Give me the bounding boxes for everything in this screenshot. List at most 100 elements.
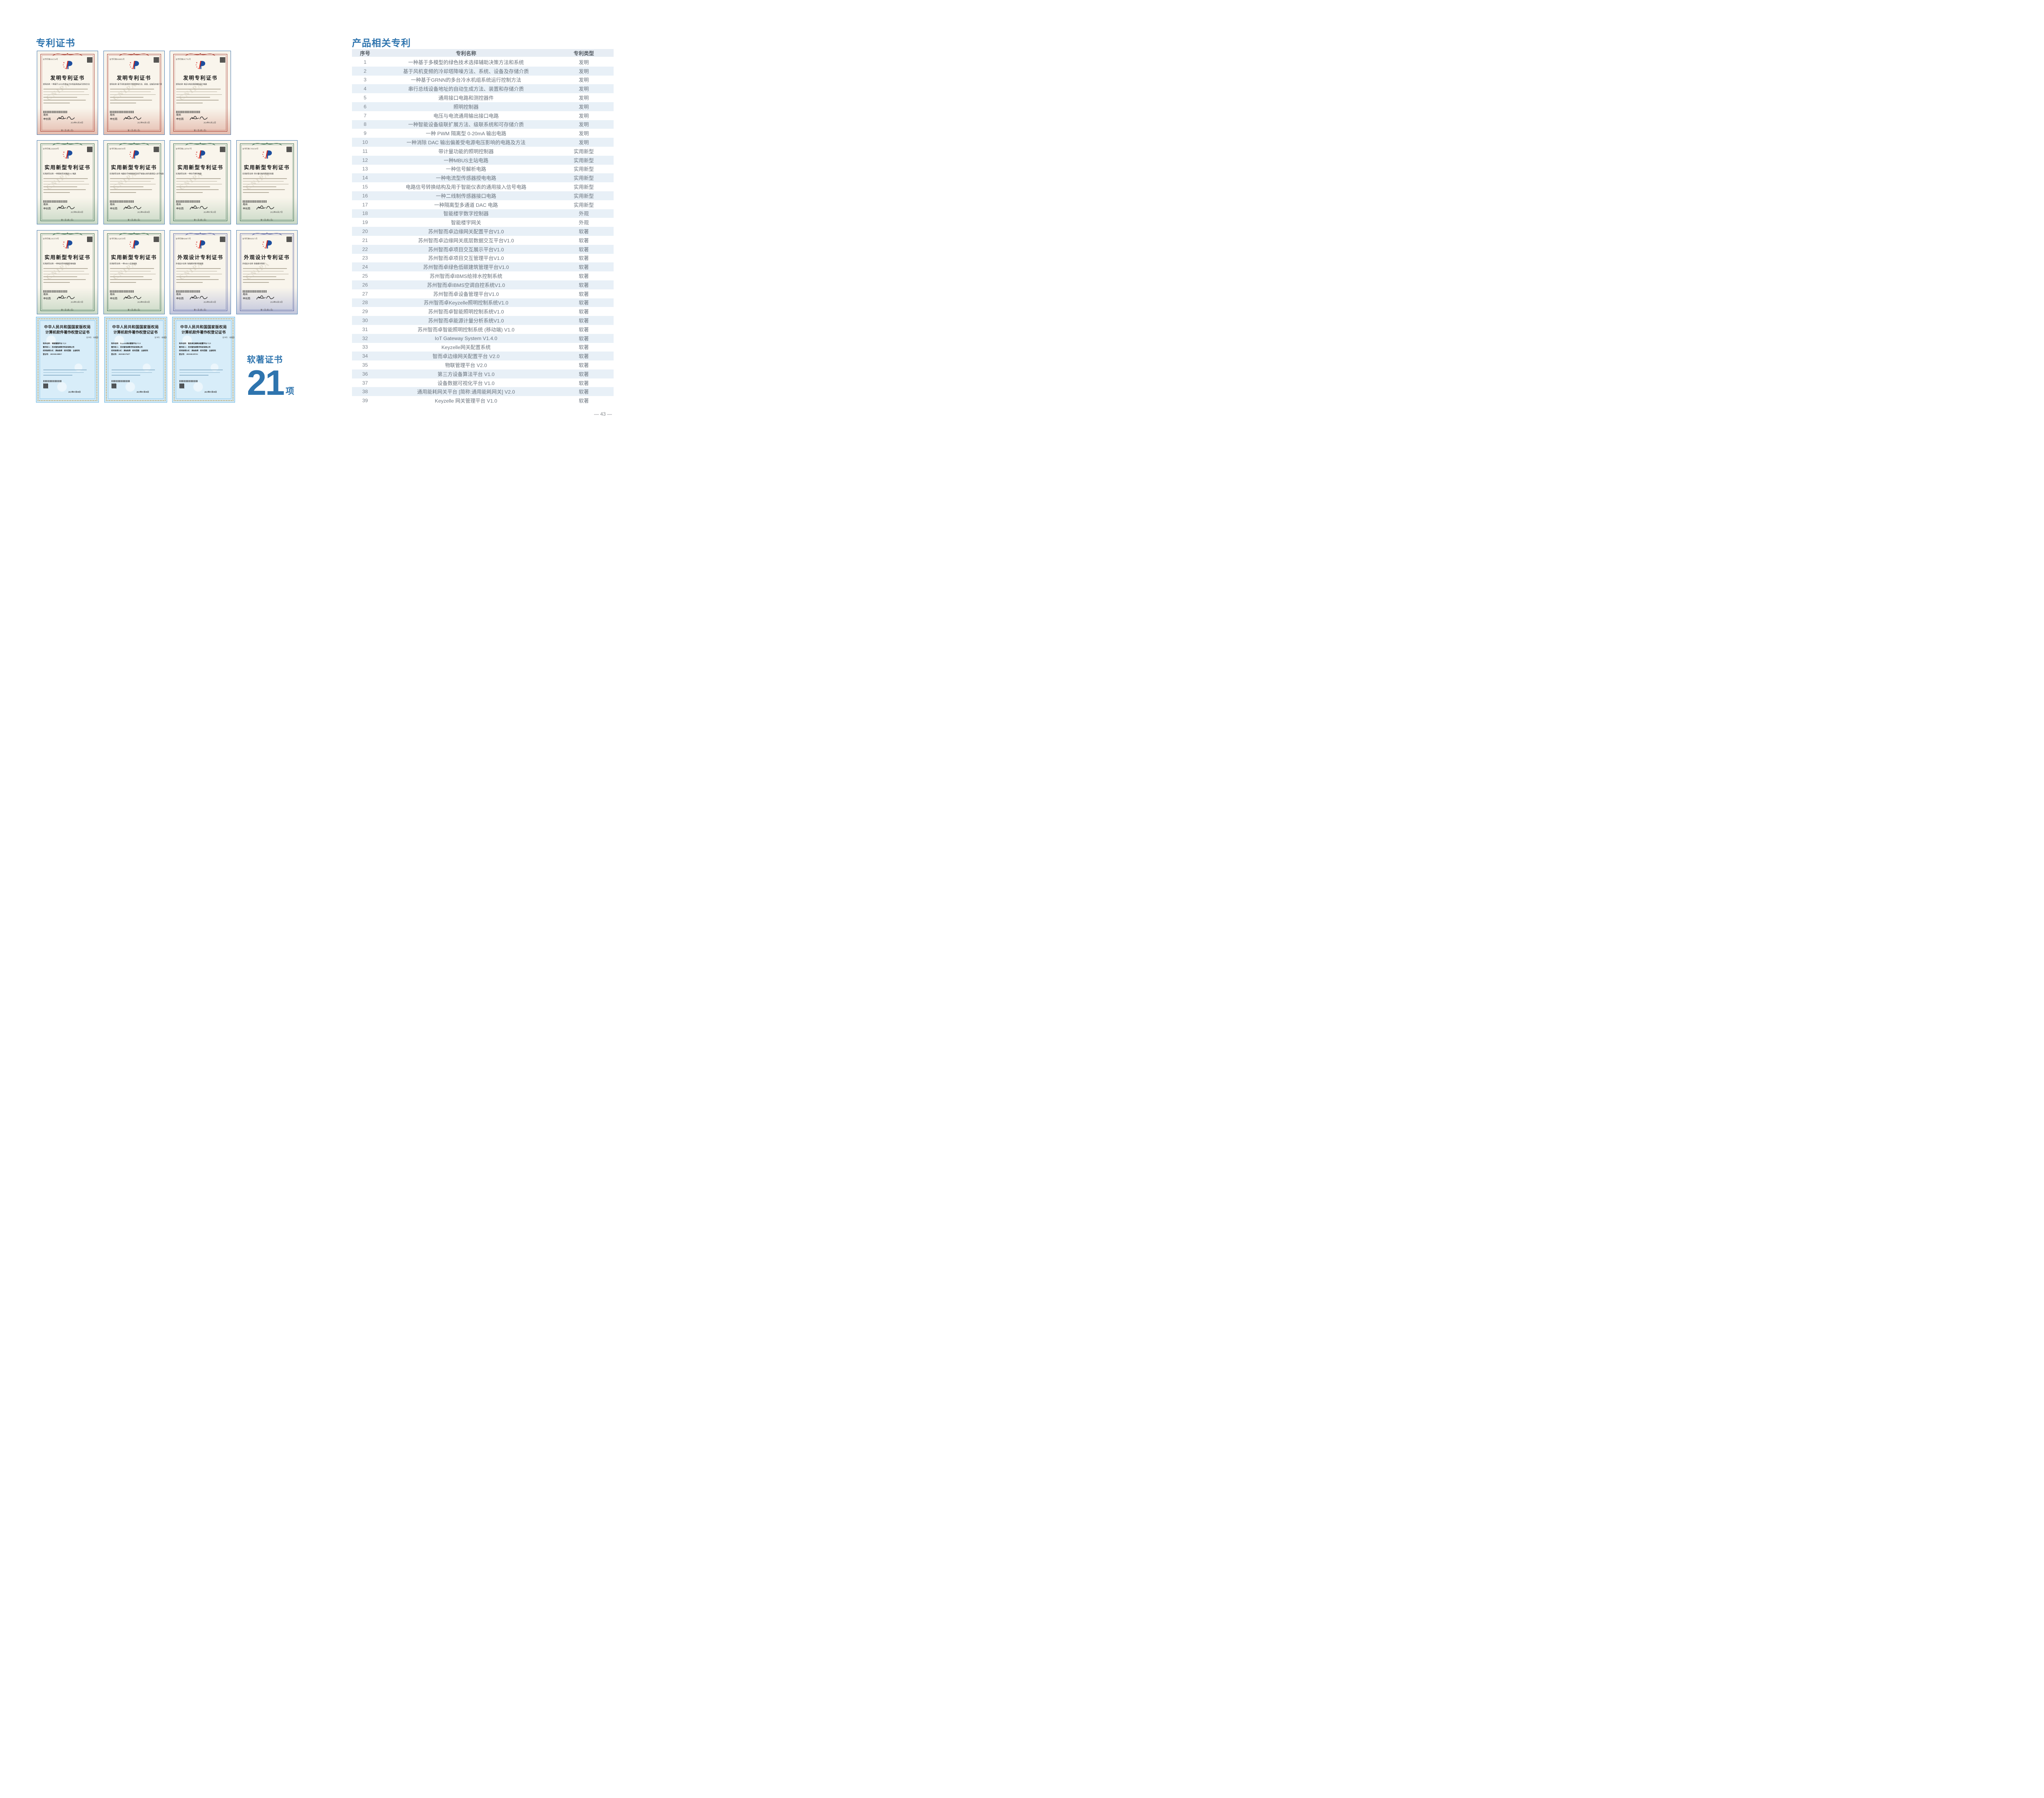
patent-name: 苏州智而卓项目交互管理平台V1.0: [428, 255, 504, 262]
qr-code-icon: [286, 147, 292, 152]
svg-text:★: ★: [197, 67, 199, 69]
patent-no: 1: [363, 59, 367, 65]
svg-text:★: ★: [262, 243, 264, 245]
border-ornament: [185, 53, 215, 56]
svg-text:★: ★: [129, 153, 131, 155]
svg-text:★: ★: [196, 245, 198, 247]
patent-type: 软著: [578, 229, 589, 235]
cnipa-logo-icon: ★★ ★★: [63, 240, 72, 249]
table-row: 35 物联管理平台 V2.0 软著: [352, 360, 614, 369]
certificate-title-line1: 中华人民共和国国家版权局: [112, 325, 159, 329]
patent-no: 12: [362, 157, 368, 163]
patent-certificate: CNIPA 证书号第8000883号 ★ ★ ★ ★ 发明专利证书 发明名称: 基于风…: [103, 51, 165, 135]
table-row: 21 苏州智而卓边缘网关底层数据交互平台V1.0 软著: [352, 236, 614, 245]
table-row: 11 带计量功能的照明控制器 实用新型: [352, 147, 614, 156]
patent-name: 苏州智而卓边缘网关配置平台V1.0: [428, 229, 504, 235]
patent-type: 软著: [578, 273, 589, 280]
patent-type: 软著: [578, 246, 589, 253]
table-row: 26 苏州智而卓IBMS空调自控系统V1.0 软著: [352, 280, 614, 289]
table-row: 38 通用能耗网关平台 [简称:通用能耗网关] V2.0 软著: [352, 387, 614, 396]
body-text-placeholder: [43, 369, 92, 378]
director-block: 局长 申长雨: [110, 293, 117, 300]
page-note: 第 1 页 (共 2 页): [194, 129, 206, 132]
page-note: 第 1 页 (共 2 页): [127, 129, 140, 132]
certificate-fields: 软件名称： Keyzelle网关管理平台 V1.0 著作权人： 苏州智而卓数字科技…: [111, 342, 148, 356]
patent-type: 实用新型: [574, 157, 594, 163]
certificate-row-utility: CNIPA 证书号第22926608号 ★ ★ ★ ★ 实用新型专利证书 实用新型名称…: [37, 140, 298, 224]
barcode: [242, 290, 267, 293]
page-number: — 43 —: [594, 411, 612, 417]
table-row: 5 通用接口电路和测控器件 发明: [352, 93, 614, 102]
certificate-title-line1: 中华人民共和国国家版权局: [180, 325, 227, 329]
gold-meander-border: [105, 318, 166, 401]
patent-type: 外观: [578, 211, 589, 217]
director-signature: [190, 205, 208, 210]
patent-name: 苏州智而卓能源计量分析系统V1.0: [428, 318, 504, 324]
patent-name: 苏州智而卓智能照明控制系统V1.0: [428, 309, 504, 315]
patent-type: 软著: [578, 237, 589, 244]
certificate-title: 外观设计专利证书: [244, 255, 290, 260]
patent-name: 通用接口电路和测控器件: [438, 95, 494, 101]
director-signature: [123, 295, 141, 300]
certificate-title: 实用新型专利证书: [177, 165, 223, 170]
certificate-title-line2: 计算机软件著作权登记证书: [45, 330, 90, 334]
svg-text:★: ★: [197, 247, 199, 249]
certificate-number: 证书号第21287047号: [176, 148, 192, 150]
patent-name: 串行总线设备地址的自动生成方法、装置和存储介质: [408, 86, 524, 92]
patent-type: 软著: [578, 371, 589, 377]
svg-text:★: ★: [196, 241, 198, 244]
patent-no: 8: [363, 121, 367, 128]
qr-code-icon: [286, 237, 292, 242]
certificate-title: 实用新型专利证书: [244, 165, 290, 170]
issue-date: 2024年01月30日: [71, 121, 83, 124]
patent-no: 32: [362, 335, 368, 341]
product-patents-heading: 产品相关专利: [352, 38, 411, 48]
issue-date: 2024年10月15日: [71, 301, 83, 303]
patent-type: 软著: [578, 309, 589, 315]
svg-text:★: ★: [63, 62, 65, 64]
svg-text:★: ★: [63, 241, 65, 244]
software-copyright-stat: 软著证书 21 项: [247, 353, 312, 401]
svg-text:★: ★: [130, 151, 132, 154]
border-ornament: [252, 143, 282, 146]
svg-text:★: ★: [129, 64, 131, 66]
svg-text:★: ★: [262, 153, 264, 155]
patent-name: 苏州智而卓项目交互展示平台V1.0: [428, 246, 504, 253]
issue-date: 2024年09月03日: [137, 301, 150, 303]
patent-name-line: 发明名称: 一种基于GRNN的多台冷水机组系统运行控制方法: [43, 83, 90, 85]
svg-text:★: ★: [262, 151, 264, 154]
svg-text:★: ★: [130, 62, 132, 64]
patent-name-line: 外观设计名称: 智能楼宇网关: [242, 262, 264, 265]
patent-name: 智能楼宇网关: [451, 220, 481, 226]
issue-date: 2022年06月27日: [270, 211, 282, 213]
svg-text:★: ★: [195, 243, 197, 245]
table-row: 16 一种二线制传感器接口电路 实用新型: [352, 191, 614, 200]
patent-name: 第三方设备算法平台 V1.0: [437, 371, 495, 377]
page-note: 第 1 页 (共 2 页): [194, 219, 206, 221]
patent-no: 10: [362, 139, 368, 146]
issue-date: 2025年06月13日: [137, 121, 150, 124]
certificate-number: 证书号： 软著登字第15835675号: [154, 336, 167, 339]
table-row: 20 苏州智而卓边缘网关配置平台V1.0 软著: [352, 227, 614, 236]
table-row: 18 智能楼宇数字控制器 外观: [352, 209, 614, 218]
patent-type: 发明: [578, 59, 589, 65]
certificate-fields: 软件名称： 物联管理平台 V2.0 著作权人： 苏州智而卓数字科技有限公司 权利取得…: [43, 342, 80, 356]
patent-no: 2: [363, 68, 367, 74]
patent-type: 实用新型: [574, 148, 594, 154]
patent-name: 苏州智而卓智能照明控制系统 (移动端) V1.0: [417, 327, 515, 333]
codes: [111, 380, 130, 388]
director-block: 局长 申长雨: [242, 203, 250, 210]
patent-no: 33: [362, 344, 368, 350]
body-text-placeholder: [179, 369, 228, 378]
table-row: 6 照明控制器 发明: [352, 102, 614, 111]
issue-date: 2024年03月22日: [204, 121, 216, 124]
table-row: 15 电路信号转换结构及用于智能仪表的通用接入信号电路 实用新型: [352, 182, 614, 191]
patent-name: 苏州智而卓边缘网关底层数据交互平台V1.0: [418, 237, 514, 244]
patent-name: 带计量功能的照明控制器: [438, 148, 494, 154]
barcode: [176, 290, 200, 293]
svg-text:★: ★: [131, 247, 133, 249]
director-signature: [57, 205, 75, 210]
table-row: 39 Keyzelle 网关管理平台 V1.0 软著: [352, 396, 614, 405]
patent-name: Keyzelle网关配置系统: [441, 345, 491, 351]
